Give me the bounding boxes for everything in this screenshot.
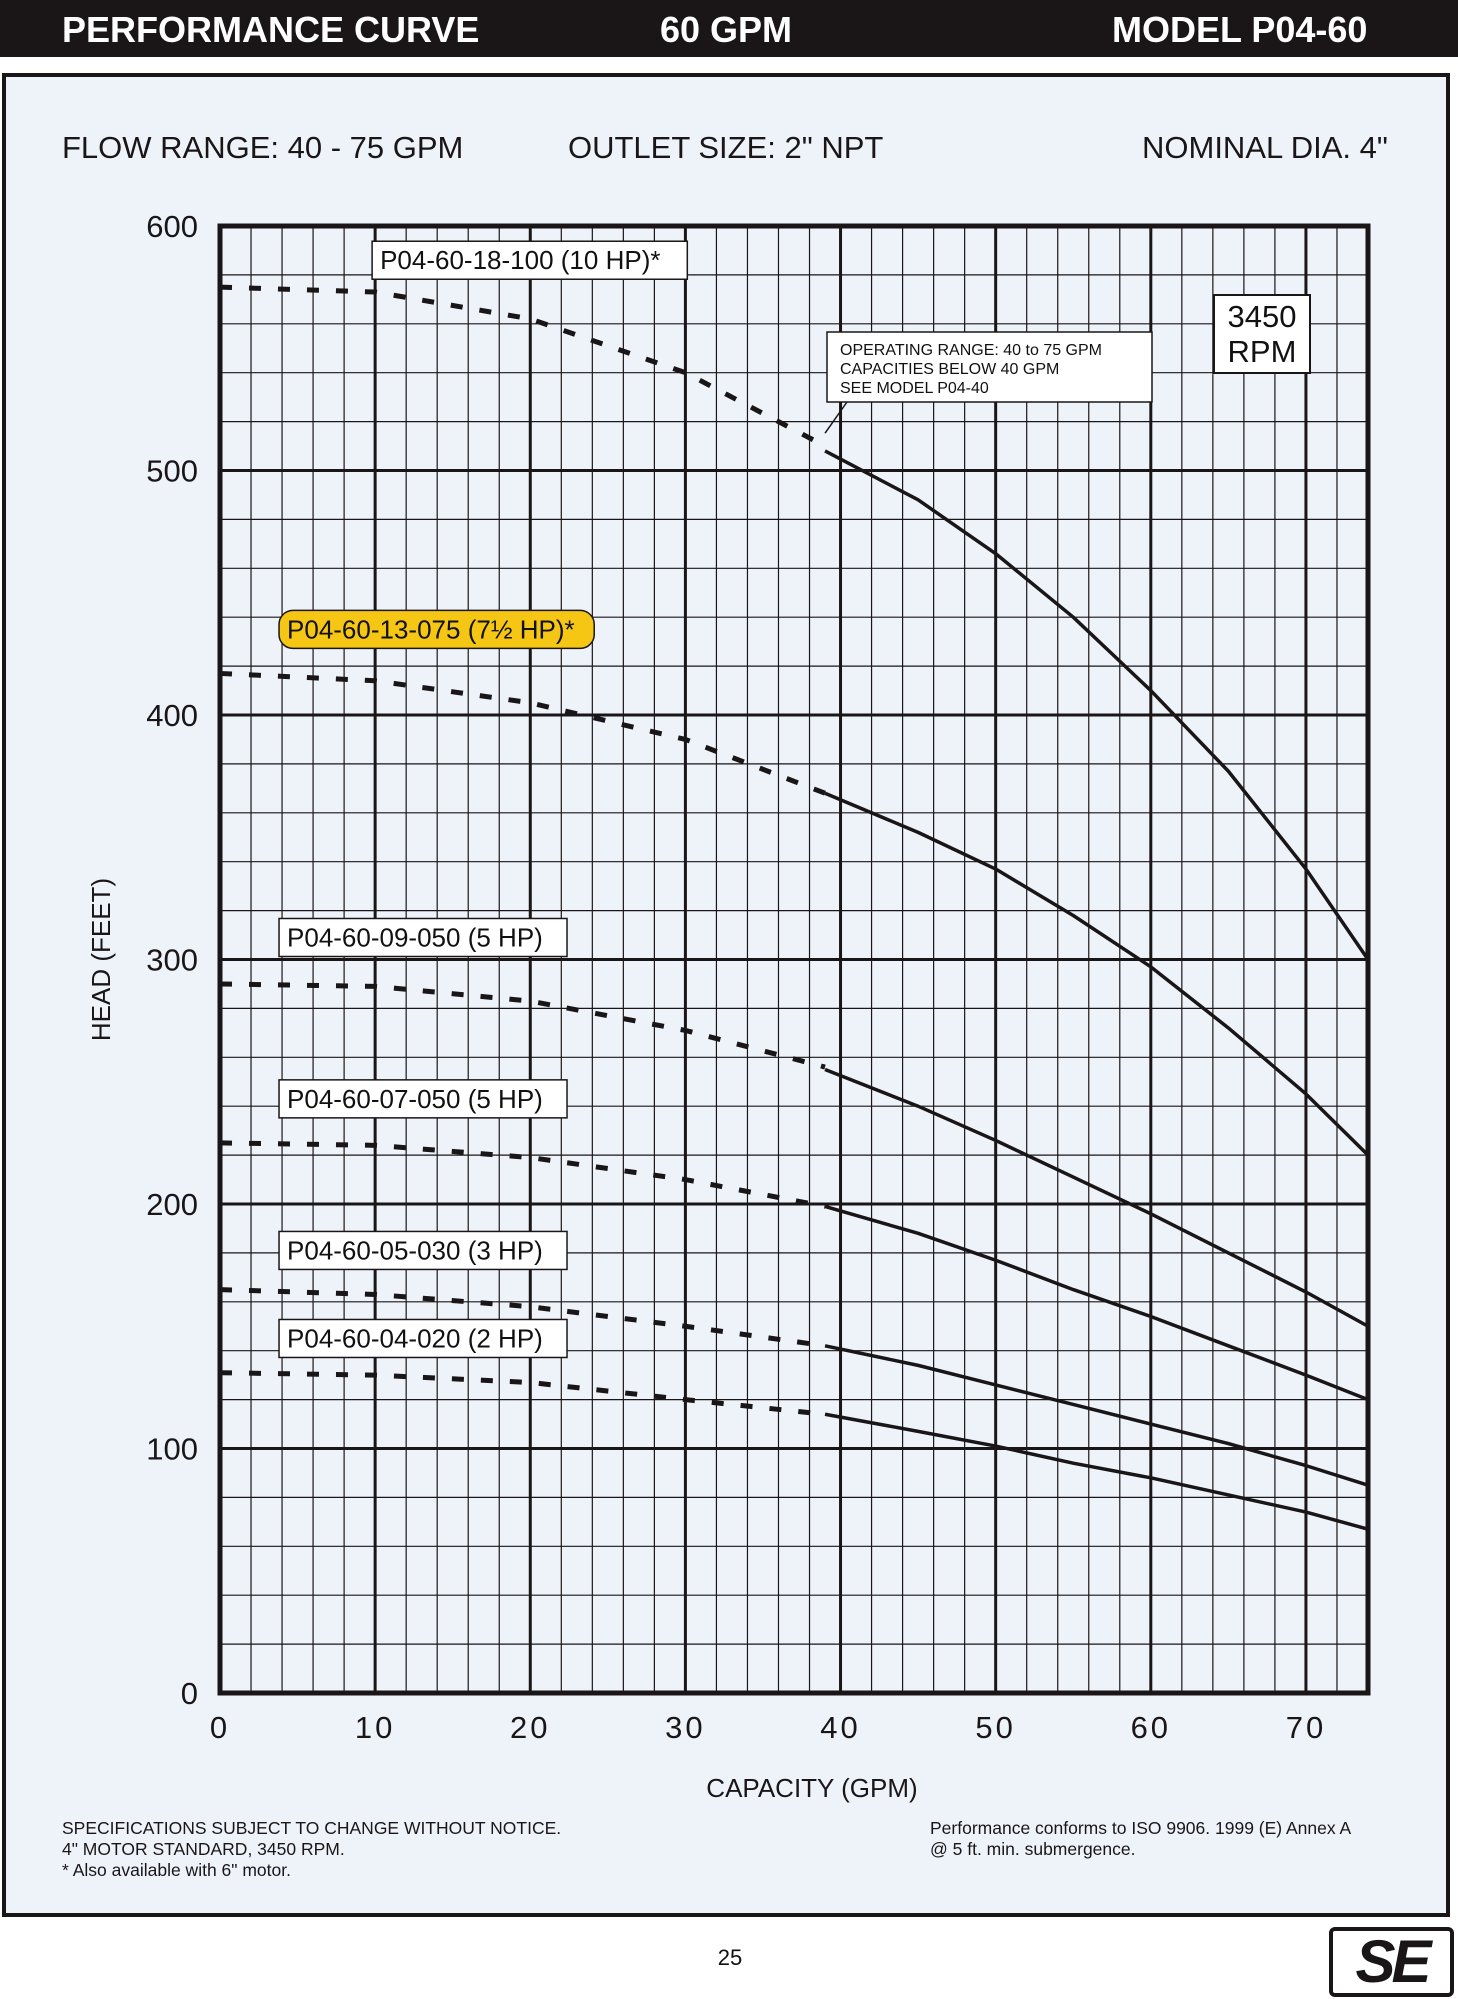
- annotation-box: [826, 331, 1153, 403]
- header-flow: 60 GPM: [660, 9, 793, 50]
- footnote-line: @ 5 ft. min. submergence.: [930, 1839, 1136, 1859]
- curve-solid-5: [824, 1412, 1369, 1531]
- curve-label-box: [278, 917, 568, 958]
- annotation-line: OPERATING RANGE: 40 to 75 GPM: [840, 342, 1102, 359]
- nominal-dia: NOMINAL DIA. 4": [1142, 130, 1388, 165]
- annotation-pointer: [824, 401, 848, 434]
- curve-label: P04-60-09-050 (5 HP): [287, 922, 543, 952]
- x-tick-label: 0: [210, 1710, 230, 1745]
- y-tick-label: 600: [146, 209, 198, 244]
- footnote-line: 4" MOTOR STANDARD, 3450 RPM.: [62, 1839, 345, 1859]
- curve-label-box: [278, 1079, 568, 1119]
- y-tick-label: 300: [146, 943, 198, 978]
- x-tick-label: 60: [1131, 1710, 1171, 1745]
- curve-label-box: [278, 1318, 568, 1359]
- outlet-size: OUTLET SIZE: 2" NPT: [568, 130, 884, 165]
- curve-label: P04-60-18-100 (10 HP)*: [380, 245, 660, 275]
- curve-solid-3: [824, 1204, 1369, 1402]
- page-number: 25: [717, 1945, 743, 1970]
- x-tick-label: 30: [665, 1710, 705, 1745]
- y-tick-label: 500: [146, 454, 198, 489]
- y-tick-label: 100: [146, 1432, 198, 1467]
- curve-label: P04-60-05-030 (3 HP): [287, 1235, 543, 1265]
- curve-solid-2: [824, 1067, 1369, 1328]
- curve-label: P04-60-04-020 (2 HP): [287, 1323, 543, 1353]
- rpm-unit: RPM: [1228, 334, 1297, 369]
- x-tick-label: 40: [820, 1710, 860, 1745]
- footnote-line: Performance conforms to ISO 9906. 1999 (…: [930, 1818, 1352, 1838]
- sei-logo: SE: [1329, 1927, 1454, 1997]
- flow-range: FLOW RANGE: 40 - 75 GPM: [62, 130, 464, 165]
- curve-label-box: [371, 240, 689, 280]
- curve-label-box: [278, 609, 595, 650]
- curve-label-box: [278, 1230, 568, 1271]
- x-tick-label: 70: [1286, 1710, 1326, 1745]
- y-axis-label: HEAD (FEET): [86, 878, 116, 1041]
- header-title: PERFORMANCE CURVE: [62, 9, 480, 50]
- footnote-left: SPECIFICATIONS SUBJECT TO CHANGE WITHOUT…: [62, 1818, 561, 1881]
- y-tick-label: 0: [181, 1676, 198, 1711]
- curve-label: P04-60-07-050 (5 HP): [287, 1084, 543, 1114]
- x-axis-label: CAPACITY (GPM): [706, 1773, 917, 1803]
- curve-label: P04-60-13-075 (7½ HP)*: [287, 614, 575, 644]
- annotation-line: SEE MODEL P04-40: [840, 380, 989, 397]
- annotation-line: CAPACITIES BELOW 40 GPM: [840, 361, 1059, 378]
- x-tick-label: 50: [975, 1710, 1015, 1745]
- curve-solid-0: [824, 449, 1370, 961]
- x-tick-label: 10: [355, 1710, 395, 1745]
- curve-solid-4: [824, 1344, 1369, 1487]
- y-tick-label: 200: [146, 1187, 198, 1222]
- header-model: MODEL P04-60: [1112, 9, 1368, 50]
- y-tick-label: 400: [146, 698, 198, 733]
- header-bar: PERFORMANCE CURVE 60 GPM MODEL P04-60: [0, 0, 1458, 57]
- curve-dashed-0: [219, 284, 827, 449]
- footnote-line: SPECIFICATIONS SUBJECT TO CHANGE WITHOUT…: [62, 1818, 562, 1838]
- footnote-right: Performance conforms to ISO 9906. 1999 (…: [930, 1818, 1351, 1860]
- x-tick-label: 20: [510, 1710, 550, 1745]
- curve-solid-1: [824, 791, 1370, 1157]
- rpm-box: [1213, 294, 1311, 374]
- footnote-line: * Also available with 6" motor.: [62, 1860, 291, 1880]
- rpm-value: 3450: [1228, 299, 1297, 334]
